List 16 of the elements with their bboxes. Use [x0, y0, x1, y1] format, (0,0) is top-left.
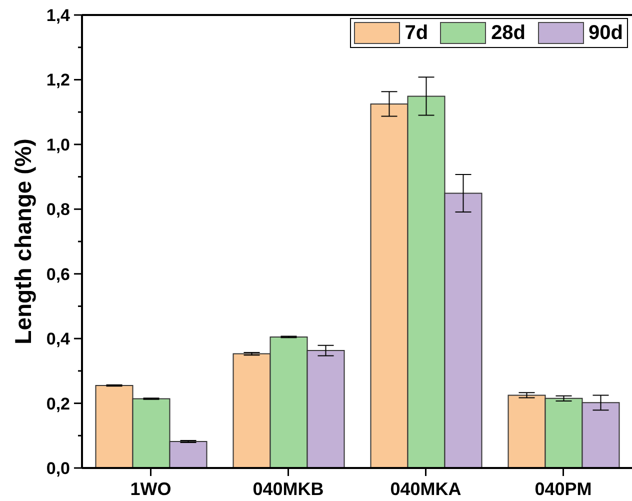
y-tick-label: 0,6: [46, 264, 70, 284]
x-tick-label: 040PM: [534, 478, 592, 499]
y-tick-label: 0,2: [46, 394, 70, 413]
y-tick-label: 0,4: [46, 329, 71, 348]
y-axis-title: Length change (%): [10, 138, 36, 344]
legend-label: 7d: [404, 22, 428, 44]
x-tick-label: 040MKA: [390, 478, 462, 499]
x-tick-label: 040MKB: [252, 478, 324, 499]
y-tick-label: 1,4: [46, 6, 71, 24]
y-tick-label: 1,2: [46, 70, 70, 90]
legend-label: 90d: [588, 22, 623, 44]
y-tick-label: 0,0: [46, 458, 70, 478]
y-tick-label: 1,0: [46, 134, 70, 154]
y-tick-label: 0,8: [46, 200, 70, 219]
legend-label: 28d: [491, 22, 526, 44]
x-tick-label: 1WO: [130, 478, 172, 499]
